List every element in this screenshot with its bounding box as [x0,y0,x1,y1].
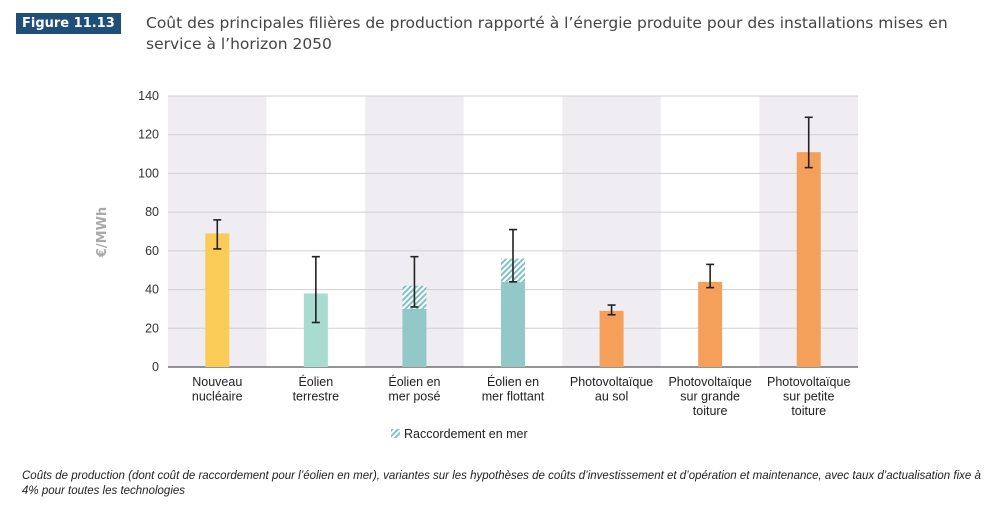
y-tick-label: 140 [138,89,159,103]
error-bars [213,116,813,324]
error-bar [509,228,517,283]
error-bar [804,116,813,169]
bar [796,152,821,367]
legend-label-raccordement: Raccordement en mer [404,427,528,441]
error-bar [706,263,715,289]
y-tick-label: 0 [152,360,159,374]
error-bar [607,304,616,316]
y-tick-label: 20 [145,321,159,335]
y-axis-label: €/MWh [95,207,110,258]
figure-badge: Figure 11.13 [16,13,121,34]
category-label: Nouveau nucléaire [192,375,243,404]
bar [205,233,230,367]
category-label: Photovoltaïque sur petite toiture [767,375,850,418]
y-tick-label: 60 [145,244,159,258]
bar [501,281,525,367]
bar [402,308,427,367]
figure-footnote: Coûts de production (dont coût de raccor… [22,470,981,497]
category-label: Photovoltaïque au sol [570,375,653,404]
bar [698,281,723,367]
category-label: Photovoltaïque sur grande toiture [668,375,751,418]
legend: Raccordement en mer [391,427,528,441]
category-label: Éolien en mer flottant [482,374,545,404]
y-tick-label: 40 [145,283,159,297]
category-labels: Nouveau nucléaire Éolien terrestre Éolien en… [192,374,851,418]
error-bar [213,219,222,250]
error-bar [311,255,320,324]
y-tick-label: 80 [145,205,159,219]
y-tick-label: 100 [138,166,159,180]
y-tick-label: 120 [138,128,159,142]
bar-chart: 0 20 40 60 80 100 120 140 Nouveau nucléaire Éolie… [95,89,858,441]
category-label: Éolien en mer posé [388,374,440,404]
category-label: Éolien terrestre [293,374,340,404]
figure-title: Coût des principales filières de product… [146,14,948,53]
y-axis-ticks: 0 20 40 60 80 100 120 140 [138,89,159,374]
bar [599,310,624,367]
legend-swatch-raccordement [391,429,400,438]
error-bar [410,255,419,308]
